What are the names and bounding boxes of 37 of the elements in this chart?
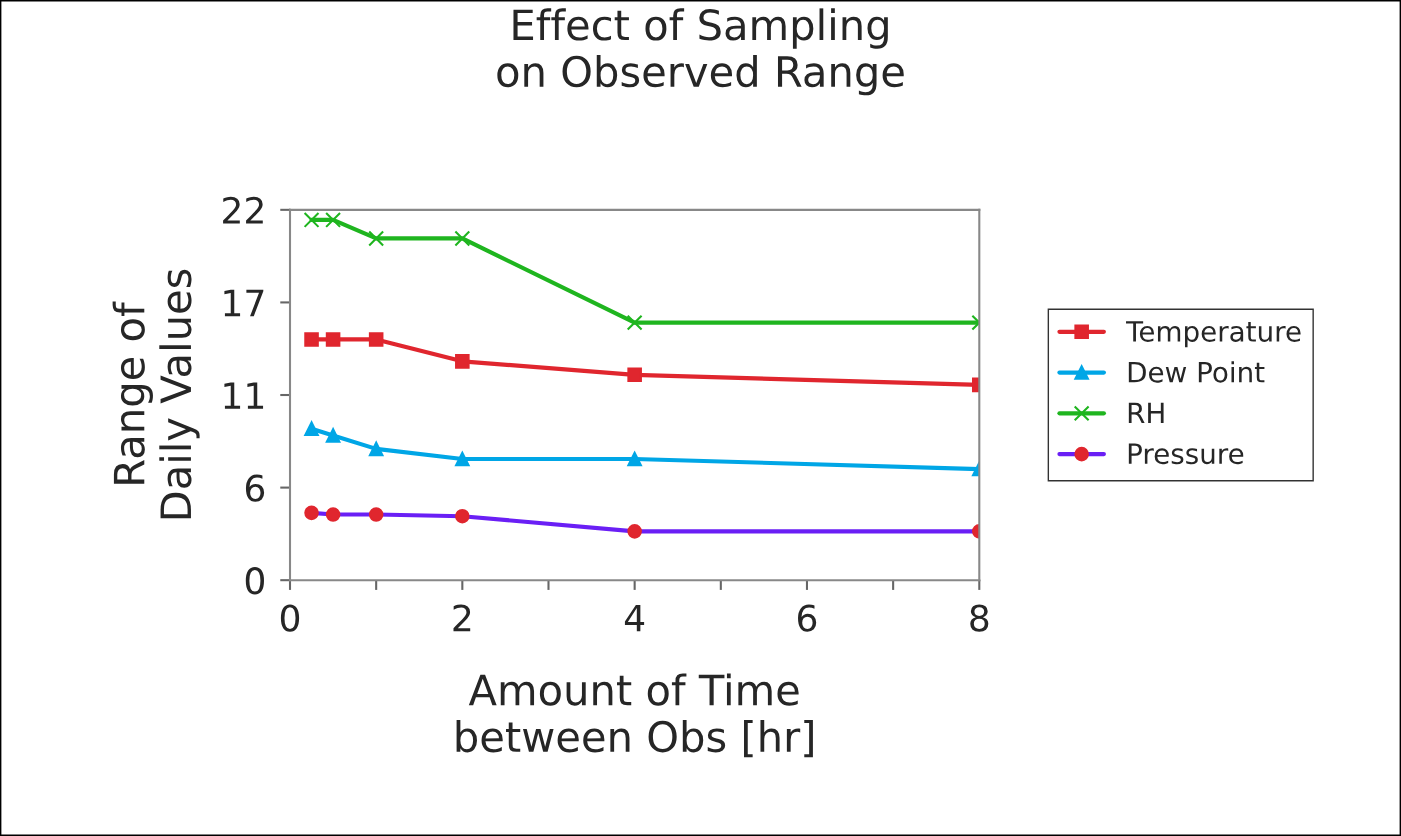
y-tick-label: 6 [245, 474, 265, 502]
x-tick-label: 8 [970, 604, 989, 632]
point [304, 332, 319, 347]
legend-label: Pressure [1128, 443, 1244, 465]
point [304, 421, 319, 436]
y-tick-label: 17 [224, 289, 264, 317]
point [455, 451, 470, 467]
point [325, 507, 341, 522]
point [325, 332, 341, 347]
point [303, 211, 320, 228]
point [368, 230, 385, 247]
point [626, 314, 643, 331]
point [304, 505, 319, 521]
x-axis-title: Amount of Time between Obs [hr] [456, 673, 813, 758]
y-tick-label: 0 [245, 567, 264, 595]
x-tick-label: 6 [798, 604, 817, 632]
y-axis-title: Range of Daily Values [112, 269, 200, 519]
point [627, 451, 642, 467]
legend-label: Dew Point [1128, 361, 1265, 383]
legend-label: Temperature [1126, 321, 1301, 348]
chart-title: Effect of Sampling on Observed Range [497, 8, 904, 96]
point [455, 354, 470, 369]
point [368, 507, 384, 522]
x-tick-label: 0 [280, 604, 300, 632]
y-tick-label: 11 [224, 382, 264, 409]
point [455, 508, 470, 524]
x-tick-label: 2 [453, 604, 471, 632]
point [368, 332, 384, 347]
point [627, 367, 642, 383]
point [454, 230, 471, 247]
legend-label: RH [1128, 402, 1164, 424]
point [325, 211, 342, 228]
point [368, 441, 384, 457]
point [325, 428, 341, 443]
point [627, 524, 642, 539]
y-tick-label: 22 [223, 196, 263, 224]
x-tick-label: 4 [624, 604, 645, 632]
